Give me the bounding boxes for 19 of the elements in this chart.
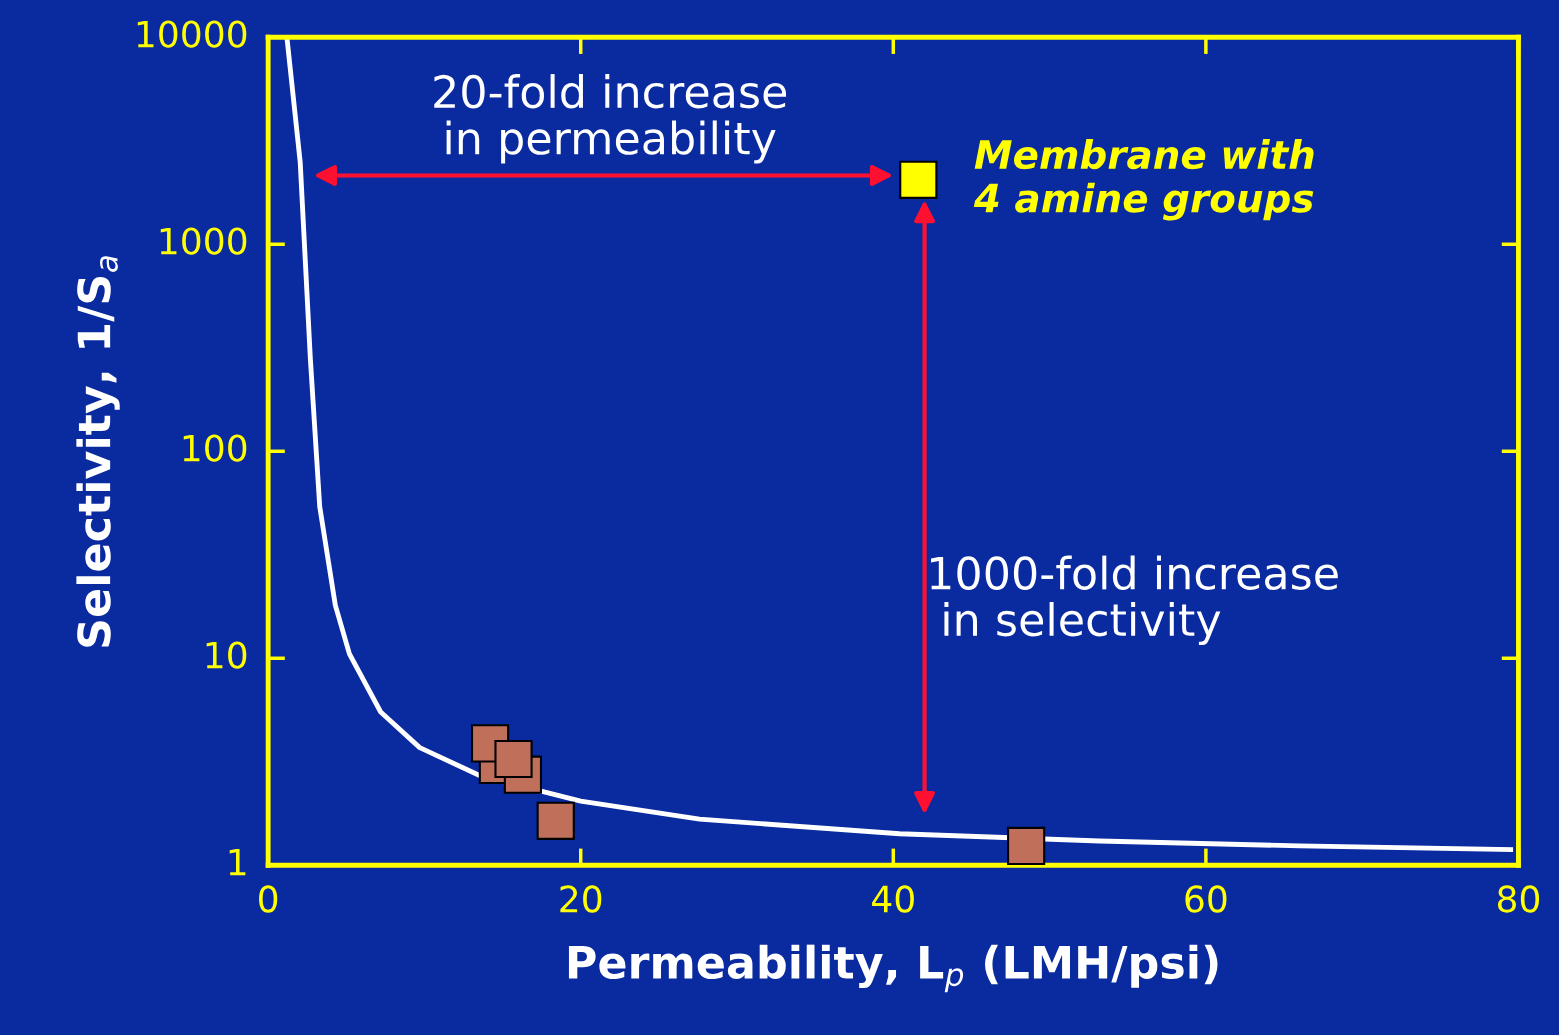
y-tick-label: 1000	[160, 227, 247, 255]
y-tick-label: 100	[183, 434, 247, 462]
y-tick-label: 10000	[137, 20, 247, 48]
y-tick-label: 1	[229, 848, 246, 876]
point	[1007, 826, 1046, 866]
x-axis-title: Permeability, L$_{p}$ (LMH/psi)	[568, 944, 1218, 993]
x-tick-label: 0	[259, 885, 278, 913]
x-tick-label: 40	[872, 885, 914, 913]
point	[494, 739, 533, 779]
x-tick-label: 20	[560, 885, 602, 913]
annotation: Membrane with 4 amine groups	[973, 139, 1314, 221]
x-tick-label: 60	[1185, 885, 1227, 913]
x-tick-label: 80	[1497, 885, 1540, 913]
y-tick-label: 10	[206, 641, 247, 669]
point	[899, 160, 938, 199]
y-axis-title: Selectivity, 1/S$_{a}$	[76, 256, 120, 647]
annotation: 1000-fold increase in selectivity	[931, 555, 1338, 645]
point	[536, 801, 575, 840]
annotation: 20-fold increase in permeability	[434, 74, 787, 164]
